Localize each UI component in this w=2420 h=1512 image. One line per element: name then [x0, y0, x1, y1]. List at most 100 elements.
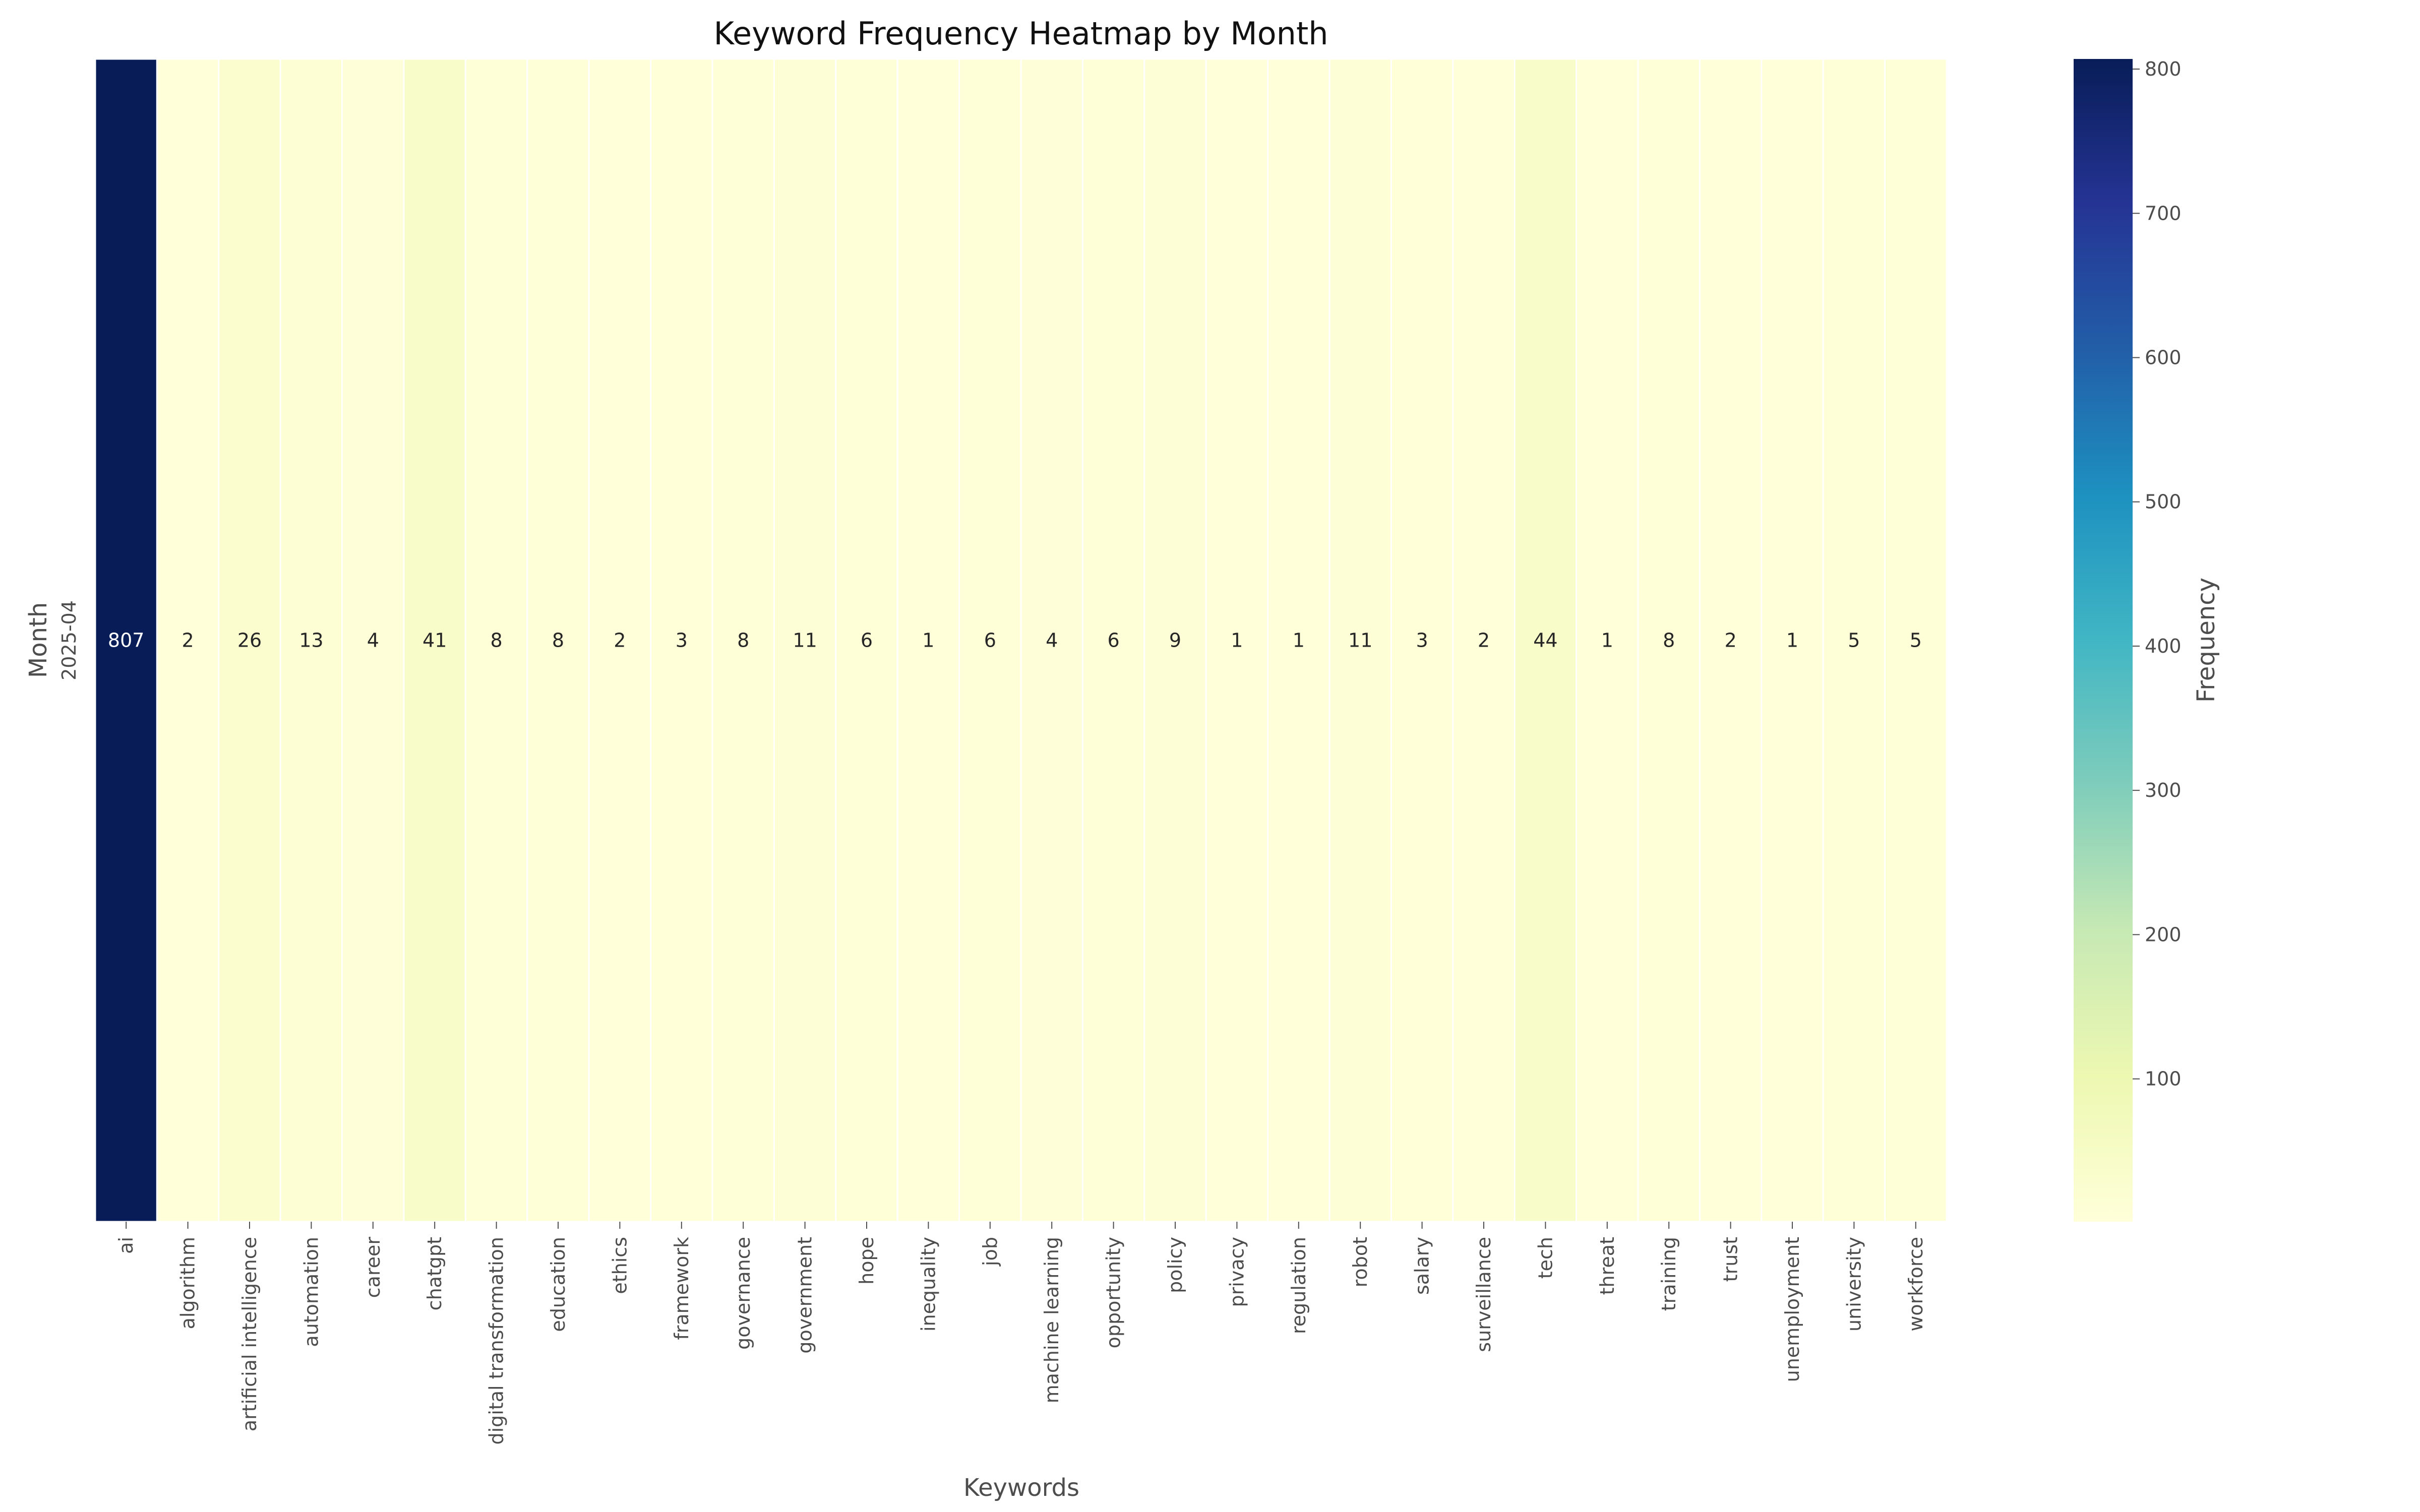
colorbar-label: Frequency	[2192, 578, 2220, 703]
x-tick-label: hope	[856, 1237, 878, 1285]
cell-value-label: 8	[737, 629, 749, 652]
cell-value-label: 1	[1786, 629, 1798, 652]
cell-value-label: 6	[1108, 629, 1120, 652]
heatmap-cell	[1452, 58, 1516, 1223]
x-tick-label: machine learning	[1041, 1237, 1063, 1403]
x-axis-label: Keywords	[963, 1474, 1079, 1502]
cell-value-label: 2	[1725, 629, 1737, 652]
x-tick-label: algorithm	[177, 1237, 199, 1329]
heatmap-cell	[1205, 58, 1269, 1223]
colorbar-tick-label: 400	[2145, 635, 2182, 657]
heatmap-cell	[835, 58, 898, 1223]
heatmap-cells	[94, 58, 1948, 1223]
heatmap-cell	[1143, 58, 1207, 1223]
x-tick-label: opportunity	[1103, 1237, 1125, 1348]
x-tick-label: privacy	[1226, 1237, 1248, 1307]
cell-value-label: 1	[1231, 629, 1243, 652]
colorbar-tick-label: 100	[2145, 1068, 2182, 1090]
heatmap-cell	[526, 58, 590, 1223]
cell-value-label: 1	[922, 629, 934, 652]
x-tick-label: workforce	[1905, 1237, 1927, 1332]
heatmap-cell	[1328, 58, 1392, 1223]
y-tick-label: 2025-04	[58, 600, 80, 680]
cell-value-label: 9	[1169, 629, 1181, 652]
cell-value-label: 8	[491, 629, 503, 652]
cell-value-label: 8	[1663, 629, 1675, 652]
heatmap-cell	[773, 58, 837, 1223]
x-tick-label: ethics	[609, 1237, 631, 1294]
x-tick-label: ai	[115, 1237, 137, 1254]
heatmap-cell	[1761, 58, 1824, 1223]
cell-value-label: 807	[108, 629, 145, 652]
x-tick-label: university	[1843, 1237, 1865, 1332]
cell-value-label: 1	[1601, 629, 1613, 652]
cell-value-label: 5	[1848, 629, 1860, 652]
heatmap-cell	[94, 58, 158, 1223]
cell-value-label: 11	[1348, 629, 1372, 652]
x-tick-label: tech	[1534, 1237, 1556, 1279]
x-tick-label: chatgpt	[424, 1237, 446, 1310]
heatmap-cell	[1822, 58, 1886, 1223]
cell-value-label: 41	[422, 629, 447, 652]
colorbar-tick-label: 700	[2145, 202, 2182, 224]
heatmap-cell	[1699, 58, 1763, 1223]
x-tick-label: policy	[1164, 1237, 1186, 1293]
x-tick-label: education	[547, 1237, 569, 1332]
colorbar-tick-label: 500	[2145, 491, 2182, 513]
x-tick-label: framework	[671, 1237, 693, 1340]
x-tick-label: digital transformation	[486, 1237, 508, 1445]
x-tick-label: threat	[1596, 1237, 1618, 1295]
y-tick-labels: 2025-04	[58, 600, 80, 680]
x-tick-label: governance	[732, 1237, 754, 1350]
colorbar-tick-label: 600	[2145, 346, 2182, 368]
heatmap-cell	[403, 58, 466, 1223]
x-tick-label: robot	[1349, 1237, 1371, 1287]
cell-value-label: 4	[367, 629, 379, 652]
cell-value-label: 5	[1910, 629, 1922, 652]
heatmap-cell	[218, 58, 281, 1223]
x-tick-labels: ai algorithm artificial intelligence automa…	[115, 1222, 1927, 1445]
cell-value-label: 11	[793, 629, 817, 652]
chart-title: Keyword Frequency Heatmap by Month	[713, 15, 1328, 52]
cell-value-label: 3	[676, 629, 688, 652]
cell-value-label: 3	[1416, 629, 1428, 652]
x-tick-label: unemployment	[1781, 1237, 1803, 1382]
heatmap-cell	[650, 58, 713, 1223]
cell-value-label: 2	[182, 629, 194, 652]
cell-annotations: 807 2 26 13 4 41 8 8 2 3 8 11 6 1 6 4 6 9 1 1 11 3 2 44 1 8 2 1 5 5	[108, 629, 1922, 652]
cell-value-label: 1	[1293, 629, 1305, 652]
heatmap-cell	[341, 58, 405, 1223]
heatmap-cell	[1884, 58, 1948, 1223]
x-tick-label: artificial intelligence	[238, 1237, 261, 1431]
x-tick-label: surveillance	[1473, 1237, 1495, 1352]
heatmap-cell	[896, 58, 960, 1223]
cell-value-label: 2	[614, 629, 626, 652]
colorbar-tick-label: 800	[2145, 58, 2182, 80]
x-tick-label: training	[1658, 1237, 1680, 1311]
heatmap-cell	[156, 58, 220, 1223]
x-tick-label: salary	[1411, 1237, 1433, 1295]
cell-value-label: 6	[861, 629, 873, 652]
cell-value-label: 26	[237, 629, 262, 652]
y-axis-label: Month	[24, 602, 52, 678]
x-tick-label: inequality	[917, 1237, 939, 1332]
heatmap-cell	[1576, 58, 1639, 1223]
heatmap-cell	[279, 58, 343, 1223]
heatmap-cell	[1081, 58, 1145, 1223]
colorbar-gradient	[2074, 59, 2133, 1222]
x-tick-label: career	[362, 1237, 384, 1298]
x-tick-label: automation	[300, 1237, 322, 1347]
heatmap-cell	[1020, 58, 1083, 1223]
cell-value-label: 8	[552, 629, 564, 652]
cell-value-label: 44	[1533, 629, 1557, 652]
heatmap-cell	[1267, 58, 1330, 1223]
x-tick-label: regulation	[1288, 1237, 1310, 1334]
x-tick-label: government	[794, 1237, 816, 1354]
colorbar-tick-label: 200	[2145, 923, 2182, 946]
colorbar-tick-label: 300	[2145, 779, 2182, 801]
x-tick-label: trust	[1720, 1237, 1742, 1282]
cell-value-label: 2	[1478, 629, 1490, 652]
x-tick-label: job	[979, 1237, 1001, 1267]
cell-value-label: 4	[1046, 629, 1058, 652]
